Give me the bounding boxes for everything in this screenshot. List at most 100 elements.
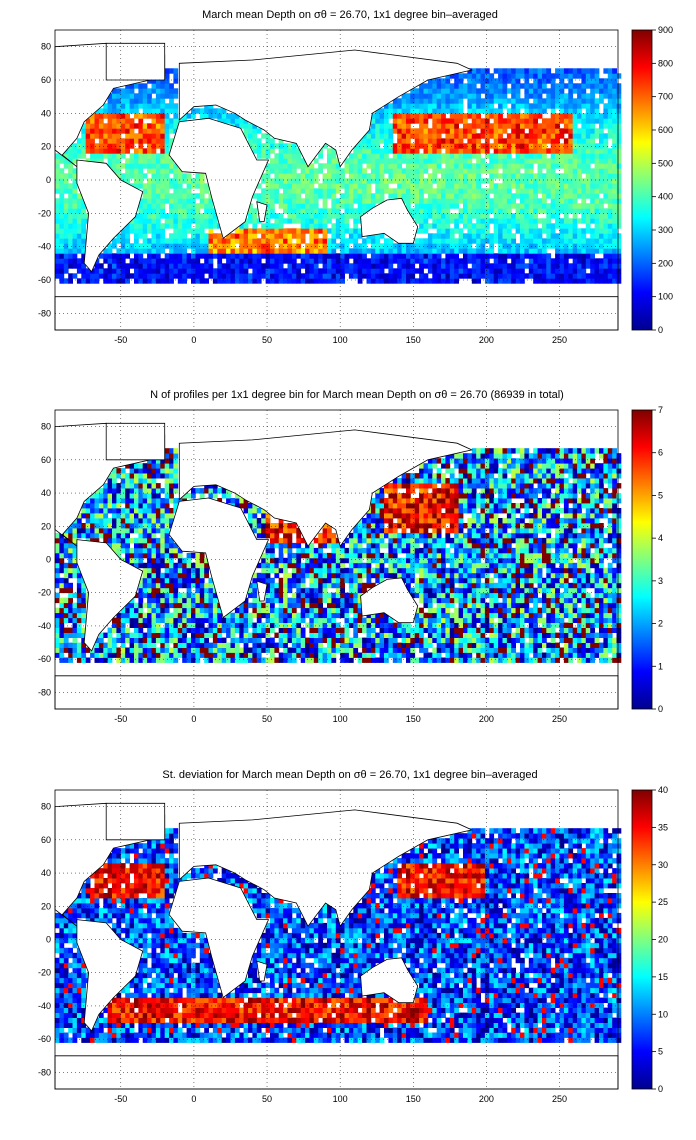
data-cell [476, 153, 481, 159]
data-cell [476, 108, 481, 114]
data-cell [476, 228, 481, 234]
data-cell [305, 253, 310, 259]
data-cell [467, 83, 473, 89]
data-cell [616, 233, 622, 239]
data-cell [125, 523, 130, 529]
data-cell [256, 657, 262, 663]
data-cell [511, 198, 516, 204]
data-cell [577, 93, 582, 99]
data-cell [563, 228, 569, 234]
data-cell [68, 208, 73, 214]
data-cell [322, 173, 328, 179]
data-cell [76, 612, 82, 619]
data-cell [493, 233, 499, 239]
data-cell [480, 213, 486, 219]
data-cell [463, 218, 468, 224]
data-cell [414, 163, 420, 169]
data-cell [55, 637, 60, 643]
data-cell [572, 68, 578, 74]
data-cell [568, 153, 574, 159]
data-cell [169, 577, 174, 584]
data-cell [63, 263, 69, 269]
data-cell [590, 233, 595, 239]
data-cell [226, 622, 231, 628]
data-cell [484, 228, 490, 234]
data-cell [577, 158, 582, 164]
data-cell [164, 253, 170, 259]
data-cell [248, 602, 253, 609]
data-cell [533, 248, 538, 254]
data-cell [147, 188, 152, 194]
data-cell [480, 238, 486, 244]
data-cell [612, 188, 617, 194]
data-cell [555, 128, 560, 134]
data-cell [388, 123, 394, 129]
data-cell [125, 513, 130, 519]
data-cell [353, 178, 359, 184]
data-cell [151, 138, 157, 144]
data-cell [559, 128, 565, 134]
data-cell [173, 218, 179, 224]
data-cell [160, 198, 166, 204]
data-cell [234, 498, 240, 504]
data-cell [151, 148, 157, 154]
data-cell [559, 273, 565, 279]
data-cell [177, 188, 183, 194]
data-cell [72, 143, 78, 149]
data-cell [76, 153, 82, 159]
data-cell [484, 203, 490, 209]
data-cell [445, 208, 451, 214]
data-cell [498, 218, 503, 224]
data-cell [379, 118, 385, 124]
data-cell [120, 243, 126, 249]
data-cell [524, 158, 530, 164]
data-cell [138, 168, 144, 174]
data-cell [256, 508, 262, 514]
map-frame [54, 29, 619, 331]
data-cell [515, 208, 521, 214]
data-cell [603, 93, 609, 99]
data-cell [68, 248, 73, 254]
data-cell [138, 478, 144, 484]
data-cell [484, 103, 490, 109]
data-cell [524, 83, 530, 89]
data-cell [169, 178, 174, 184]
data-cell [445, 143, 451, 149]
data-cell [147, 513, 152, 519]
data-cell [182, 208, 187, 214]
data-cell [160, 83, 166, 89]
data-cell [515, 83, 521, 89]
data-cell [392, 163, 398, 169]
data-cell [344, 223, 350, 229]
data-cell [599, 273, 604, 279]
data-cell [90, 128, 95, 134]
data-cell [309, 163, 315, 169]
data-cell [375, 148, 381, 154]
data-cell [169, 602, 174, 609]
data-cell [107, 118, 113, 124]
data-cell [98, 637, 104, 643]
data-cell [112, 148, 117, 154]
data-cell [498, 143, 503, 149]
data-cell [370, 178, 376, 184]
data-cell [142, 83, 148, 89]
data-cell [594, 88, 600, 94]
data-cell [195, 602, 201, 609]
data-cell [120, 273, 126, 279]
data-cell [401, 153, 407, 159]
data-cell [542, 188, 547, 194]
data-cell [155, 253, 161, 259]
data-cell [502, 223, 508, 229]
data-cell [138, 552, 144, 559]
data-cell [177, 602, 183, 609]
data-cell [423, 153, 429, 159]
data-cell [212, 647, 218, 653]
data-cell [191, 218, 196, 224]
data-cell [357, 143, 363, 149]
data-cell [182, 113, 187, 119]
data-cell [520, 278, 525, 284]
data-cell [138, 463, 144, 469]
data-cell [572, 108, 578, 114]
data-cell [506, 233, 512, 239]
data-cell [164, 622, 170, 628]
